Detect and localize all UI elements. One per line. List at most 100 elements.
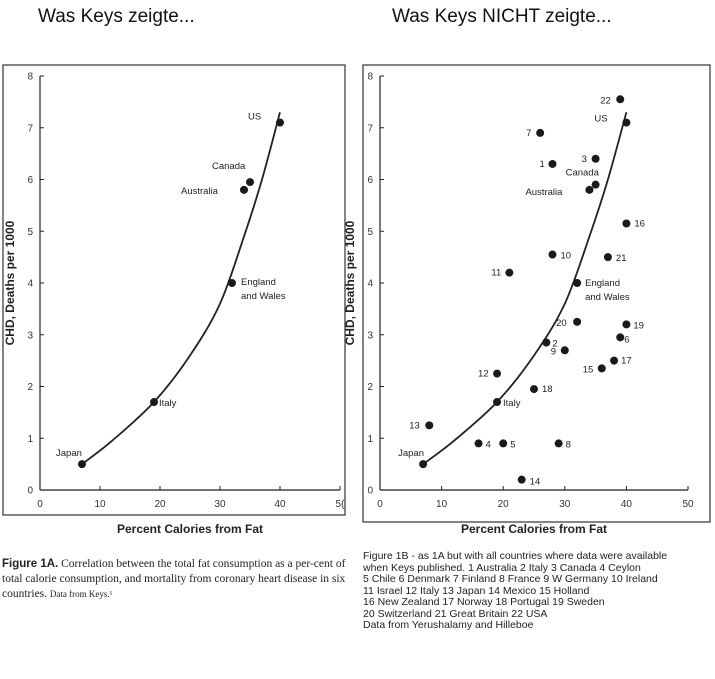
right-x-axis-title: Percent Calories from Fat	[461, 522, 607, 536]
right-data-point	[505, 268, 514, 277]
left-y-tick-label: 7	[27, 123, 33, 134]
left-caption-source: Data from Keys.¹	[49, 589, 113, 599]
right-data-point	[622, 118, 631, 127]
right-point-label: 4	[486, 439, 491, 450]
right-point-label: 2	[552, 339, 557, 350]
right-y-tick-label: 2	[367, 382, 373, 393]
right-point-label: England	[585, 278, 620, 289]
left-point-label: Italy	[159, 398, 177, 409]
left-caption-text: Correlation between the total fat consum…	[2, 558, 346, 600]
right-caption: Figure 1B - as 1A but with all countries…	[363, 550, 715, 632]
right-data-point	[622, 219, 631, 228]
right-data-point	[610, 356, 619, 365]
right-data-point	[597, 364, 606, 373]
right-caption-line: 5 Chile 6 Denmark 7 Finland 8 France 9 W…	[363, 573, 658, 585]
left-point-label: and Wales	[241, 291, 286, 302]
right-point-label: 21	[616, 253, 627, 264]
right-y-tick-label: 4	[367, 279, 373, 290]
right-heading: Was Keys NICHT zeigte...	[392, 6, 612, 27]
right-data-point	[419, 460, 428, 469]
left-caption-label: Figure 1A.	[2, 558, 59, 570]
right-point-label: 8	[566, 439, 571, 450]
right-point-label: 10	[560, 251, 571, 262]
right-point-label: 22	[600, 95, 611, 106]
right-y-tick-label: 5	[367, 227, 373, 238]
right-data-point	[493, 398, 502, 407]
left-y-tick-label: 1	[27, 434, 33, 445]
right-point-label: Japan	[398, 448, 424, 459]
right-point-label: 19	[633, 320, 644, 331]
right-caption-line: Figure 1B - as 1A but with all countries…	[363, 550, 668, 562]
right-data-point	[499, 439, 508, 448]
right-point-label: Australia	[525, 187, 563, 198]
left-y-tick-label: 8	[27, 72, 33, 83]
left-point-label: Canada	[212, 161, 246, 172]
right-point-label: Italy	[503, 398, 521, 409]
right-x-tick-label: 0	[377, 499, 383, 510]
right-data-point	[616, 95, 625, 104]
right-data-point	[517, 475, 526, 484]
right-point-label: 14	[530, 477, 541, 488]
right-caption-line: 16 New Zealand 17 Norway 18 Portugal 19 …	[363, 596, 605, 608]
right-point-label: 6	[624, 334, 629, 345]
right-data-point	[548, 250, 557, 259]
right-data-point	[554, 439, 563, 448]
right-y-axis-title: CHD, Deaths per 1000	[343, 220, 357, 345]
right-y-tick-label: 7	[367, 123, 373, 134]
left-data-point	[246, 178, 254, 187]
left-data-point	[150, 398, 158, 407]
left-point-label: US	[248, 112, 261, 123]
left-x-tick-label: 20	[154, 499, 166, 510]
right-caption-line: 20 Switzerland 21 Great Britain 22 USA	[363, 607, 548, 620]
left-data-point	[78, 460, 86, 469]
right-y-tick-label: 1	[367, 434, 373, 445]
right-data-point	[585, 185, 594, 194]
right-point-label: US	[594, 114, 607, 125]
right-data-point	[560, 346, 569, 355]
left-data-point	[276, 118, 284, 127]
right-y-tick-label: 8	[367, 72, 373, 83]
right-data-point	[548, 159, 557, 168]
left-x-tick-label: 30	[214, 499, 226, 510]
right-panel-border	[362, 64, 711, 523]
right-y-tick-label: 6	[367, 175, 373, 186]
left-x-axis-title: Percent Calories from Fat	[117, 522, 263, 536]
left-y-tick-label: 0	[27, 486, 33, 497]
left-x-tick-label: 5(	[336, 499, 346, 510]
right-point-label: 12	[478, 369, 489, 380]
right-point-label: 7	[526, 128, 531, 139]
left-y-tick-label: 5	[27, 227, 33, 238]
right-point-label: 17	[621, 356, 632, 367]
right-data-point	[536, 128, 545, 137]
left-fit-curve	[81, 111, 281, 465]
right-data-point	[573, 317, 582, 326]
left-y-tick-label: 6	[27, 175, 33, 186]
right-x-tick-label: 50	[682, 499, 694, 510]
right-point-label: and Wales	[585, 292, 630, 303]
left-y-tick-label: 2	[27, 382, 33, 393]
right-point-label: 13	[409, 420, 420, 431]
right-point-label: 11	[491, 268, 501, 279]
right-point-label: 18	[542, 384, 553, 395]
right-x-tick-label: 10	[436, 499, 448, 510]
left-heading: Was Keys zeigte...	[38, 6, 195, 27]
right-y-tick-label: 0	[367, 486, 373, 497]
right-point-label: 9	[551, 346, 556, 357]
left-data-point	[228, 279, 236, 287]
left-y-axis-title: CHD, Deaths per 1000	[3, 220, 17, 345]
right-data-point	[591, 180, 600, 189]
right-data-point	[425, 421, 434, 430]
left-x-tick-label: 10	[94, 499, 106, 510]
right-x-tick-label: 40	[621, 499, 633, 510]
right-data-point	[493, 369, 502, 378]
left-y-tick-label: 3	[27, 330, 33, 341]
right-data-point	[616, 333, 625, 342]
right-caption-line: when Keys published. 1 Australia 2 Italy…	[363, 561, 641, 574]
right-data-point	[530, 385, 538, 394]
right-data-point	[474, 439, 483, 448]
right-point-label: 16	[634, 218, 645, 229]
left-point-label: England	[241, 277, 276, 288]
left-data-point	[240, 185, 248, 194]
left-point-label: Australia	[181, 186, 219, 197]
